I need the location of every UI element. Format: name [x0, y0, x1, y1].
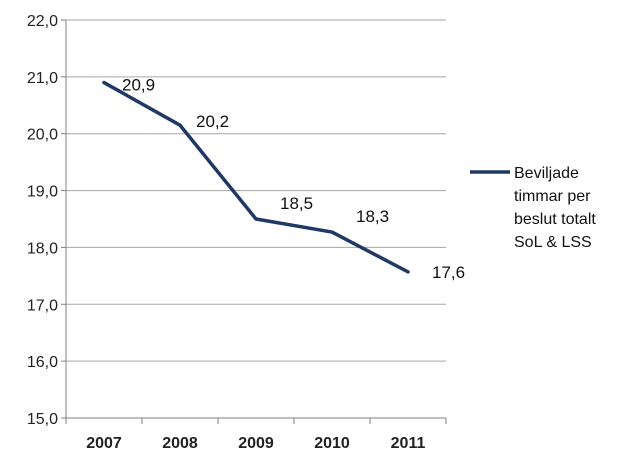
- y-tick-label: 18,0: [27, 240, 58, 257]
- data-point: [330, 230, 334, 234]
- y-tick-label: 15,0: [27, 411, 58, 428]
- data-label: 20,9: [122, 76, 155, 95]
- x-tick-label: 2011: [391, 435, 426, 452]
- data-label: 18,5: [280, 194, 313, 213]
- data-point: [406, 270, 410, 274]
- data-point: [178, 123, 182, 127]
- x-tick-label: 2010: [314, 435, 350, 452]
- y-tick-label: 21,0: [27, 70, 58, 87]
- y-tick-label: 19,0: [27, 184, 58, 201]
- y-tick-label: 17,0: [27, 297, 58, 314]
- y-tick-label: 16,0: [27, 354, 58, 371]
- axes: [65, 20, 446, 419]
- data-label: 18,3: [356, 207, 389, 226]
- data-label: 17,6: [432, 263, 465, 282]
- series-group: [102, 80, 410, 274]
- data-point: [254, 217, 258, 221]
- x-tick-label: 2008: [162, 435, 198, 452]
- legend-label: Beviljade: [514, 165, 579, 182]
- legend-label: timmar per: [514, 188, 591, 205]
- legend-label: SoL & LSS: [514, 234, 592, 251]
- y-axis-ticks: 15,0 16,0 17,0 18,0 19,0 20,0 21,0 22,0: [27, 13, 66, 428]
- x-axis-ticks: 2007 2008 2009 2010 2011: [65, 418, 447, 452]
- legend: Beviljade timmar per beslut totalt SoL & LS…: [470, 165, 596, 251]
- data-label: 20,2: [196, 112, 229, 131]
- x-tick-label: 2007: [86, 435, 122, 452]
- data-labels: 20,9 20,2 18,5 18,3 17,6: [122, 76, 465, 282]
- legend-label: beslut totalt: [514, 211, 596, 228]
- series-line: [102, 80, 410, 274]
- data-point: [102, 81, 106, 85]
- x-tick-label: 2009: [238, 435, 274, 452]
- gridlines: [66, 19, 446, 362]
- y-tick-label: 22,0: [27, 13, 58, 30]
- y-tick-label: 20,0: [27, 127, 58, 144]
